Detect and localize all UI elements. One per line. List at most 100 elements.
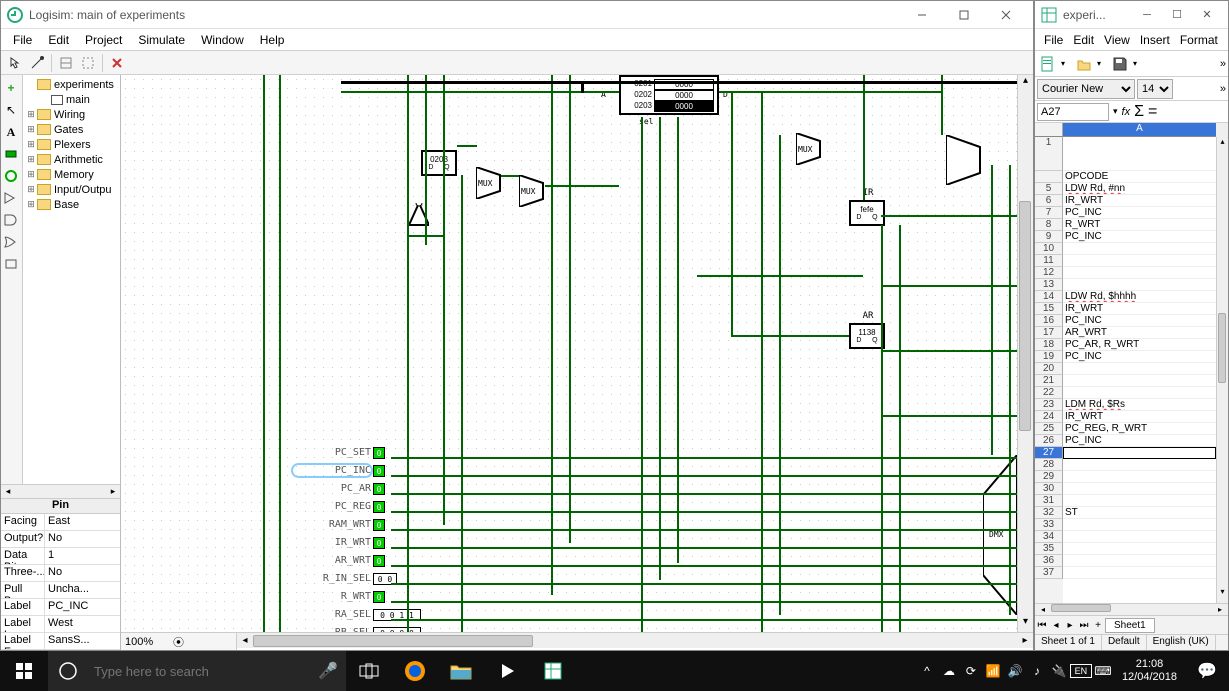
- row-header[interactable]: 8: [1035, 219, 1063, 231]
- row-header[interactable]: 9: [1035, 231, 1063, 243]
- tray-chevron-icon[interactable]: ^: [916, 664, 938, 678]
- arrow-tool-icon[interactable]: ↖: [1, 99, 21, 121]
- tree-root[interactable]: experiments: [54, 79, 114, 91]
- row-header[interactable]: 16: [1035, 315, 1063, 327]
- tab-add-icon[interactable]: +: [1091, 620, 1105, 631]
- start-button[interactable]: [0, 651, 48, 691]
- row-header[interactable]: 13: [1035, 279, 1063, 291]
- prop-val[interactable]: 1: [45, 548, 120, 564]
- cell[interactable]: [1063, 531, 1216, 543]
- fx-icon[interactable]: fx: [1122, 106, 1131, 118]
- tree-gates[interactable]: Gates: [54, 124, 83, 136]
- tray-volume-icon[interactable]: 🔊: [1004, 664, 1026, 678]
- tray-wifi-icon[interactable]: 📶: [982, 664, 1004, 678]
- prop-val[interactable]: PC_INC: [45, 599, 120, 615]
- sum-icon[interactable]: Σ: [1134, 103, 1144, 121]
- taskbar-clock[interactable]: 21:08 12/04/2018: [1114, 658, 1185, 684]
- prop-val[interactable]: Uncha...: [45, 582, 120, 598]
- cell[interactable]: PC_INC: [1063, 315, 1216, 327]
- tray-sync-icon[interactable]: ⟳: [960, 664, 982, 678]
- delete-tool-icon[interactable]: [107, 53, 127, 73]
- cell[interactable]: [1063, 459, 1216, 471]
- pin-value[interactable]: 0: [373, 519, 385, 531]
- register[interactable]: fefeDQ: [849, 200, 885, 226]
- row-header[interactable]: 14: [1035, 291, 1063, 303]
- prop-val[interactable]: SansS...: [45, 633, 120, 649]
- cell[interactable]: [1063, 387, 1216, 399]
- open-icon[interactable]: [1073, 53, 1095, 75]
- cell[interactable]: [1063, 375, 1216, 387]
- row-header[interactable]: 17: [1035, 327, 1063, 339]
- pin-value[interactable]: 0: [373, 465, 385, 477]
- row-header[interactable]: 28: [1035, 459, 1063, 471]
- cortana-icon[interactable]: [48, 662, 88, 680]
- project-tree[interactable]: experiments main ⊞Wiring ⊞Gates ⊞Plexers…: [23, 75, 120, 484]
- calc-taskbar-icon[interactable]: [530, 651, 576, 691]
- ss-close-button[interactable]: ✕: [1192, 1, 1222, 29]
- row-header[interactable]: 26: [1035, 435, 1063, 447]
- canvas-hscroll[interactable]: ◂▸: [237, 632, 1033, 648]
- tree-io[interactable]: Input/Outpu: [54, 184, 112, 196]
- row-header[interactable]: [1035, 171, 1063, 183]
- cell[interactable]: PC_INC: [1063, 231, 1216, 243]
- row-header[interactable]: 22: [1035, 387, 1063, 399]
- cell[interactable]: [1063, 447, 1216, 459]
- row-header[interactable]: 31: [1035, 495, 1063, 507]
- tree-plexers[interactable]: Plexers: [54, 139, 91, 151]
- wiring-tool-icon[interactable]: [56, 53, 76, 73]
- tree-memory[interactable]: Memory: [54, 169, 94, 181]
- menu-window[interactable]: Window: [193, 31, 252, 49]
- not-gate-icon[interactable]: [1, 187, 21, 209]
- row-header[interactable]: 37: [1035, 567, 1063, 579]
- add-tool-icon[interactable]: +: [1, 77, 21, 99]
- cell[interactable]: IR_WRT: [1063, 411, 1216, 423]
- row-header[interactable]: 27: [1035, 447, 1063, 459]
- tab-prev-icon[interactable]: ◂: [1049, 620, 1063, 631]
- cell[interactable]: PC_INC: [1063, 207, 1216, 219]
- menu-edit[interactable]: Edit: [40, 31, 77, 49]
- ss-menu-view[interactable]: View: [1099, 31, 1135, 49]
- mux-big[interactable]: [946, 135, 986, 185]
- pin-out-icon[interactable]: [1, 165, 21, 187]
- cell[interactable]: [1063, 243, 1216, 255]
- cell[interactable]: [1063, 519, 1216, 531]
- tray-keyboard-icon[interactable]: ⌨: [1092, 664, 1114, 678]
- row-header[interactable]: 29: [1035, 471, 1063, 483]
- close-button[interactable]: [985, 1, 1027, 29]
- ss-menu-file[interactable]: File: [1039, 31, 1068, 49]
- row-header[interactable]: 23: [1035, 399, 1063, 411]
- row-header[interactable]: 35: [1035, 543, 1063, 555]
- row-header[interactable]: 20: [1035, 363, 1063, 375]
- pin-value[interactable]: 0: [373, 447, 385, 459]
- cell[interactable]: [1063, 363, 1216, 375]
- pin-value[interactable]: 0: [373, 537, 385, 549]
- cell-ref-input[interactable]: [1037, 103, 1109, 121]
- prop-val[interactable]: No: [45, 531, 120, 547]
- row-header[interactable]: 18: [1035, 339, 1063, 351]
- tab-first-icon[interactable]: ⏮: [1035, 620, 1049, 631]
- cell[interactable]: [1063, 543, 1216, 555]
- cell[interactable]: [1063, 267, 1216, 279]
- tree-main[interactable]: main: [66, 94, 90, 106]
- cell[interactable]: LDW Rd, $hhhh: [1063, 291, 1216, 303]
- cell[interactable]: ST: [1063, 507, 1216, 519]
- cell[interactable]: OPCODE: [1063, 171, 1216, 183]
- equals-icon[interactable]: =: [1148, 103, 1157, 121]
- cell[interactable]: AR_WRT: [1063, 327, 1216, 339]
- pin-value[interactable]: 0 0 0 0: [373, 627, 421, 632]
- ss-maximize-button[interactable]: ☐: [1162, 1, 1192, 29]
- row-header[interactable]: 33: [1035, 519, 1063, 531]
- prop-val[interactable]: East: [45, 514, 120, 530]
- menu-project[interactable]: Project: [77, 31, 130, 49]
- row-header[interactable]: 5: [1035, 183, 1063, 195]
- cell-grid[interactable]: OPCODELDW Rd, #nnIR_WRTPC_INCR_WRTPC_INC…: [1063, 137, 1216, 603]
- save-icon[interactable]: [1109, 53, 1131, 75]
- cell[interactable]: [1063, 137, 1216, 171]
- tray-app-icon[interactable]: ♪: [1026, 664, 1048, 678]
- row-header[interactable]: 34: [1035, 531, 1063, 543]
- cell[interactable]: LDW Rd, #nn: [1063, 183, 1216, 195]
- ss-menu-insert[interactable]: Insert: [1135, 31, 1175, 49]
- cell[interactable]: PC_REG, R_WRT: [1063, 423, 1216, 435]
- tree-wiring[interactable]: Wiring: [54, 109, 85, 121]
- row-header[interactable]: 19: [1035, 351, 1063, 363]
